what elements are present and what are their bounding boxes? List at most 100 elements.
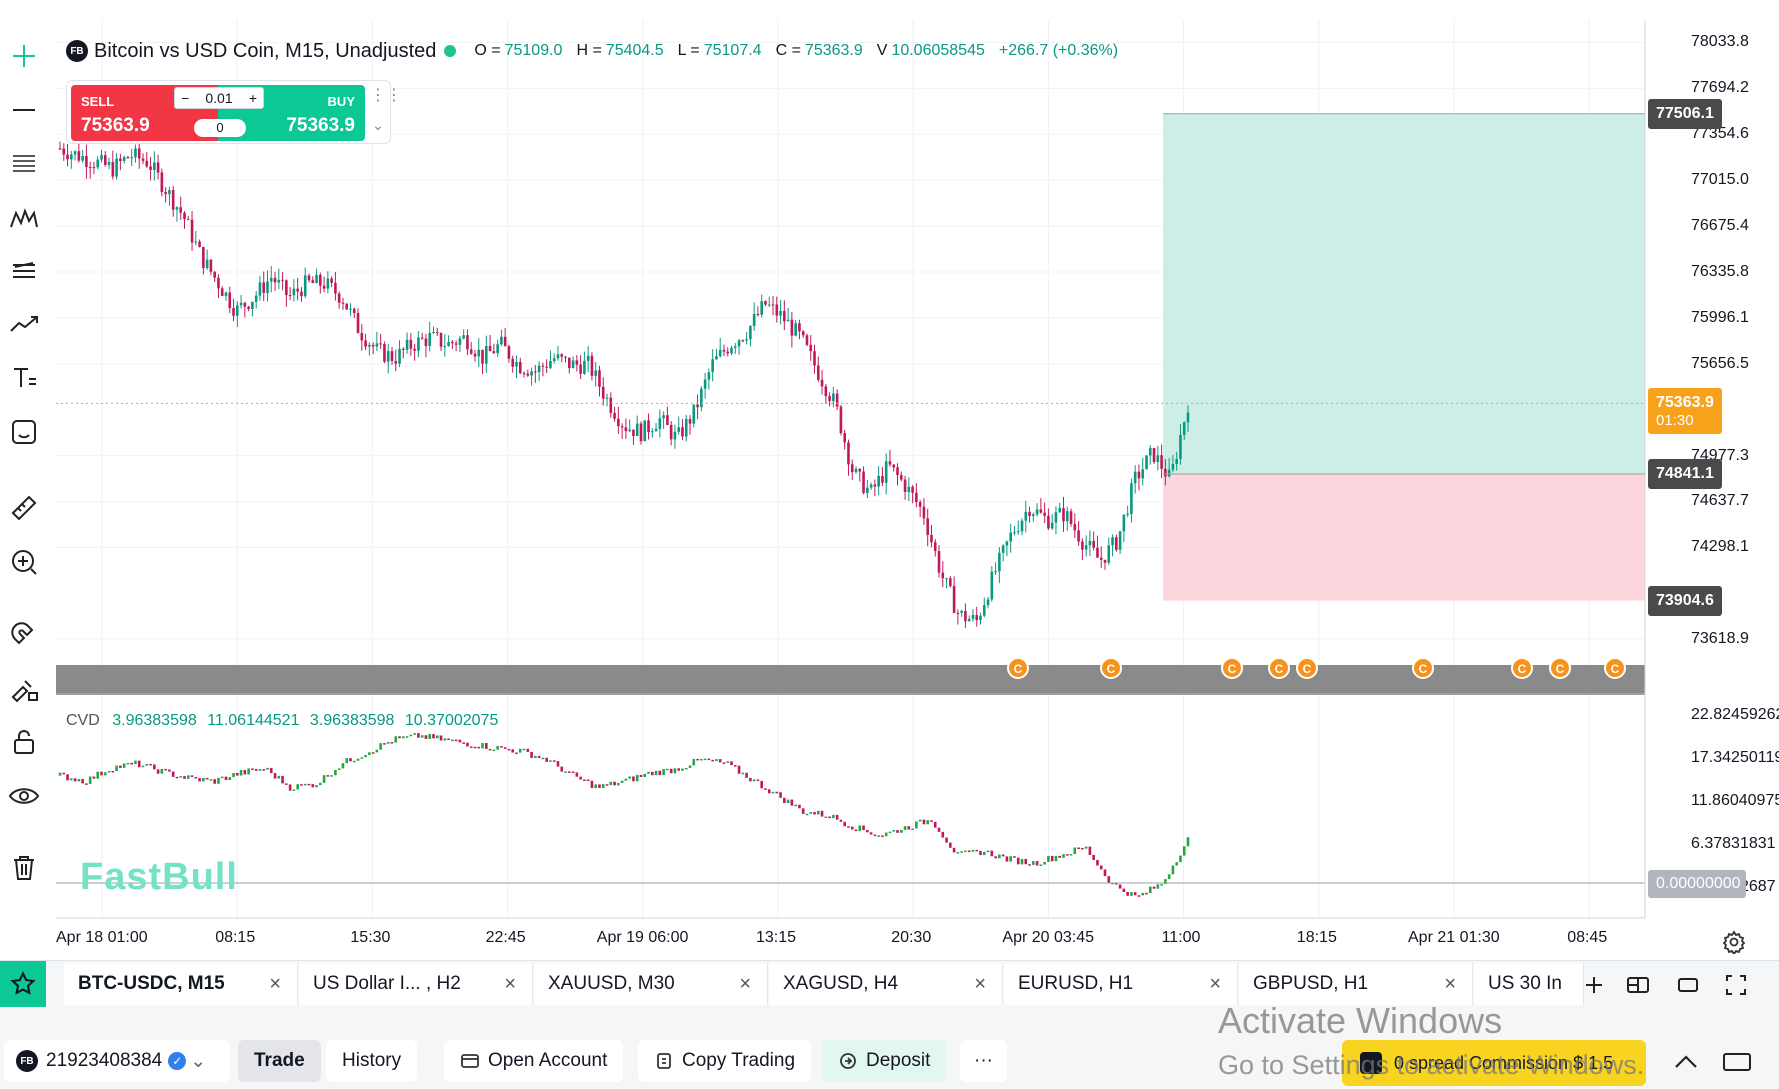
cvd-candle <box>319 782 322 786</box>
text-tool-icon[interactable] <box>2 356 46 400</box>
candle <box>794 319 797 337</box>
qty-plus-button[interactable]: + <box>248 90 257 106</box>
cvd-name[interactable]: CVD <box>66 712 100 729</box>
candle <box>560 353 564 363</box>
candle <box>1039 498 1043 514</box>
svg-text:C: C <box>1518 662 1527 676</box>
qty-minus-button[interactable]: − <box>181 90 190 106</box>
event-marker-icon[interactable]: C <box>1511 657 1533 679</box>
cvd-candle <box>986 850 990 853</box>
crosshair-tool-icon[interactable] <box>2 34 46 78</box>
quantity-stepper[interactable]: − 0.01 + <box>174 87 264 109</box>
cvd-candle <box>273 773 277 779</box>
candle <box>881 467 884 487</box>
unlock-icon[interactable] <box>2 720 46 764</box>
layout-icon[interactable] <box>1622 969 1654 1001</box>
symbol-tab[interactable]: EURUSD, H1 × <box>1004 963 1238 1005</box>
cvd-candle <box>820 810 824 817</box>
qty-value[interactable]: 0.01 <box>205 90 233 106</box>
cvd-candle <box>145 763 149 766</box>
chevron-up-icon[interactable] <box>1672 1050 1700 1074</box>
event-marker-icon[interactable]: C <box>1296 657 1318 679</box>
event-marker-icon[interactable]: C <box>1100 657 1122 679</box>
trash-icon[interactable] <box>2 846 46 890</box>
symbol-tab[interactable]: XAGUSD, H4 × <box>769 963 1003 1005</box>
magnet-icon[interactable] <box>2 612 46 656</box>
candle <box>481 349 484 374</box>
candle <box>522 371 526 378</box>
channel-tool-icon[interactable] <box>2 248 46 292</box>
account-selector[interactable]: FB 21923408384 ✓ ⌄ <box>4 1040 230 1082</box>
event-marker-icon[interactable]: C <box>1221 657 1243 679</box>
event-marker-icon[interactable]: C <box>1412 657 1434 679</box>
symbol-tab[interactable]: BTC-USDC, M15 × <box>64 963 298 1005</box>
cvd-candle <box>311 784 315 788</box>
cvd-candle <box>594 784 598 789</box>
favorites-star-icon[interactable] <box>0 961 46 1007</box>
close-icon[interactable]: × <box>974 972 986 995</box>
chevron-down-icon: ⌄ <box>190 1050 207 1072</box>
candle <box>884 453 888 495</box>
close-icon[interactable]: × <box>1444 972 1456 995</box>
pattern-tool-icon[interactable] <box>2 196 46 240</box>
event-marker-icon[interactable]: C <box>1268 657 1290 679</box>
symbol-tab[interactable]: US 30 In <box>1474 963 1584 1005</box>
cvd-candle <box>571 771 575 774</box>
fib-tool-icon[interactable] <box>2 142 46 186</box>
ruler-tool-icon[interactable] <box>2 486 46 530</box>
candle <box>254 290 258 309</box>
candle <box>485 335 488 373</box>
candle <box>1088 530 1092 557</box>
event-marker-icon[interactable]: C <box>1549 657 1571 679</box>
zoom-in-icon[interactable] <box>2 540 46 584</box>
more-button[interactable]: ··· <box>960 1040 1007 1082</box>
cvd-candle <box>896 830 899 833</box>
cvd-candle <box>839 819 843 822</box>
symbol-tab[interactable]: US Dollar I... , H2 × <box>299 963 533 1005</box>
cvd-candle <box>281 775 284 784</box>
panel-toggle-icon[interactable] <box>1722 1050 1752 1074</box>
cvd-candle <box>937 827 941 832</box>
candle <box>926 508 929 547</box>
symbol-tab[interactable]: GBPUSD, H1 × <box>1239 963 1473 1005</box>
window-icon[interactable] <box>1672 969 1704 1001</box>
candle <box>828 392 831 407</box>
copy-trading-button[interactable]: Copy Trading <box>638 1040 812 1082</box>
candle <box>435 327 439 337</box>
sell-price: 75363.9 <box>81 115 150 136</box>
candle <box>526 369 530 377</box>
eye-icon[interactable] <box>2 774 46 818</box>
history-button[interactable]: History <box>326 1040 418 1082</box>
symbol-tab[interactable]: XAUUSD, M30 × <box>534 963 768 1005</box>
open-account-button[interactable]: Open Account <box>444 1040 624 1082</box>
symbol-badge: FB <box>66 40 88 62</box>
symbol-title[interactable]: Bitcoin vs USD Coin, M15, Unadjusted <box>94 39 437 62</box>
settings-gear-icon[interactable] <box>1722 930 1746 956</box>
close-icon[interactable]: × <box>1209 972 1221 995</box>
event-marker-icon[interactable]: C <box>1007 657 1029 679</box>
chevron-down-icon[interactable]: ⌄ <box>372 117 384 133</box>
drag-handle-icon[interactable]: ⋮⋮ <box>370 87 402 104</box>
lock-drawing-icon[interactable] <box>2 666 46 710</box>
event-marker-icon[interactable]: C <box>1604 657 1626 679</box>
cvd-candle <box>903 826 907 830</box>
close-icon[interactable]: × <box>739 972 751 995</box>
fullscreen-icon[interactable] <box>1720 969 1752 1001</box>
close-icon[interactable]: × <box>269 972 281 995</box>
add-tab-icon[interactable] <box>1578 969 1610 1001</box>
trend-line-tool-icon[interactable] <box>2 88 46 132</box>
candle <box>1054 506 1058 535</box>
forecast-tool-icon[interactable] <box>2 302 46 346</box>
close-icon[interactable]: × <box>504 972 516 995</box>
cvd-candle <box>337 768 341 770</box>
trade-button[interactable]: Trade <box>238 1040 321 1082</box>
emoji-tool-icon[interactable] <box>2 410 46 454</box>
cvd-candle <box>564 771 567 773</box>
promo-banner[interactable]: 0 spread Commission $ 1.5 <box>1342 1040 1646 1086</box>
candle <box>492 343 496 354</box>
cvd-candle <box>349 758 352 762</box>
cvd-candle <box>1073 847 1077 855</box>
cvd-candle <box>854 829 858 832</box>
deposit-button[interactable]: Deposit <box>822 1040 947 1082</box>
